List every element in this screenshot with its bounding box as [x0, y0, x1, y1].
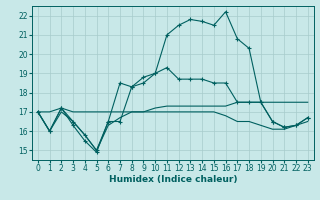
X-axis label: Humidex (Indice chaleur): Humidex (Indice chaleur) — [108, 175, 237, 184]
